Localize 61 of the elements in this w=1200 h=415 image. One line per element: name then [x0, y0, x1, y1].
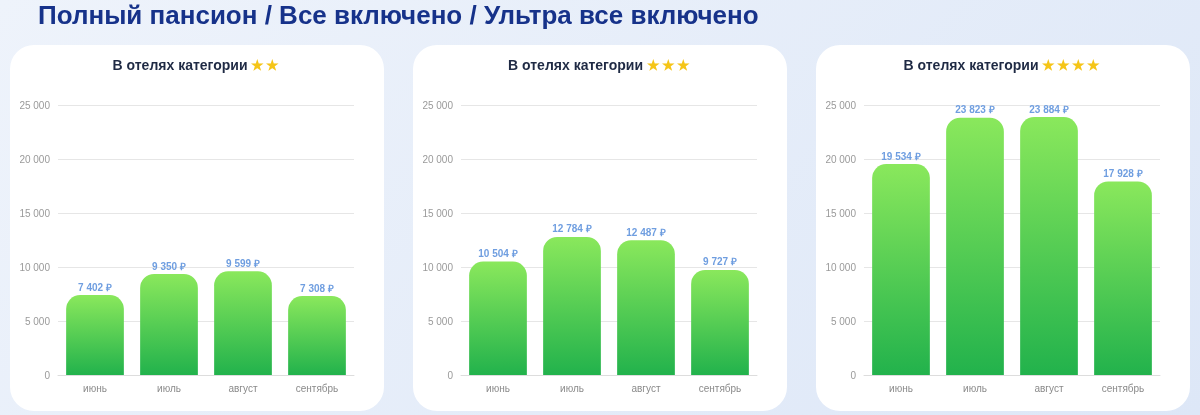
x-tick-label: август: [1034, 382, 1064, 394]
chart-subtitle: В отелях категории ★★: [112, 57, 282, 73]
y-tick-label: 20 000: [19, 153, 51, 165]
bar: [288, 296, 346, 375]
data-label: 23 884 ₽: [1029, 103, 1069, 115]
bar: [946, 117, 1004, 375]
x-tick-label: сентябрь: [1101, 382, 1145, 394]
x-tick-label: июль: [963, 382, 987, 394]
x-tick-label: июль: [560, 382, 584, 394]
data-label: 12 784 ₽: [552, 223, 592, 235]
y-tick-label: 25 000: [422, 99, 454, 111]
x-tick-label: июнь: [83, 382, 107, 394]
bar: [1094, 181, 1152, 375]
data-label: 7 402 ₽: [78, 281, 112, 293]
data-label: 9 350 ₽: [152, 260, 186, 272]
y-tick-label: 15 000: [19, 207, 51, 219]
star-icon: ★★★★: [1042, 57, 1103, 73]
y-tick-label: 0: [447, 369, 454, 381]
bar: [469, 261, 527, 375]
bar: [66, 295, 124, 375]
data-label: 23 823 ₽: [955, 104, 995, 116]
y-tick-label: 15 000: [422, 207, 454, 219]
data-label: 17 928 ₽: [1103, 167, 1143, 179]
star-icon: ★★: [251, 57, 282, 73]
x-tick-label: июнь: [486, 382, 510, 394]
y-tick-label: 20 000: [825, 153, 857, 165]
chart-title: Полный пансион / Все включено / Ультра все включено: [38, 0, 759, 31]
bar: [691, 269, 749, 375]
x-tick-label: июнь: [889, 382, 913, 394]
bar: [543, 236, 601, 375]
y-tick-label: 25 000: [19, 99, 51, 111]
data-label: 9 727 ₽: [703, 256, 737, 268]
y-tick-label: 0: [44, 369, 51, 381]
data-label: 19 534 ₽: [881, 150, 921, 162]
data-label: 12 487 ₽: [626, 226, 666, 238]
bar: [214, 271, 272, 375]
bar: [617, 240, 675, 375]
y-tick-label: 5 000: [427, 315, 454, 327]
x-tick-label: август: [228, 382, 258, 394]
chart-subtitle: В отелях категории ★★★★: [903, 57, 1103, 73]
x-tick-label: сентябрь: [295, 382, 339, 394]
data-label: 9 599 ₽: [226, 257, 260, 269]
x-tick-label: июль: [157, 382, 181, 394]
y-tick-label: 10 000: [422, 261, 454, 273]
chart-subtitle: В отелях категории ★★★: [508, 57, 692, 73]
y-tick-label: 25 000: [825, 99, 857, 111]
y-tick-label: 0: [850, 369, 857, 381]
bar: [872, 164, 930, 375]
y-tick-label: 15 000: [825, 207, 857, 219]
star-icon: ★★★: [646, 57, 692, 73]
y-tick-label: 20 000: [422, 153, 454, 165]
x-tick-label: сентябрь: [698, 382, 742, 394]
y-tick-label: 10 000: [19, 261, 51, 273]
y-tick-label: 10 000: [825, 261, 857, 273]
data-label: 10 504 ₽: [478, 248, 518, 260]
bar: [1020, 117, 1078, 375]
y-tick-label: 5 000: [830, 315, 857, 327]
data-label: 7 308 ₽: [300, 282, 334, 294]
y-tick-label: 5 000: [24, 315, 51, 327]
x-tick-label: август: [631, 382, 661, 394]
bar: [140, 274, 198, 375]
